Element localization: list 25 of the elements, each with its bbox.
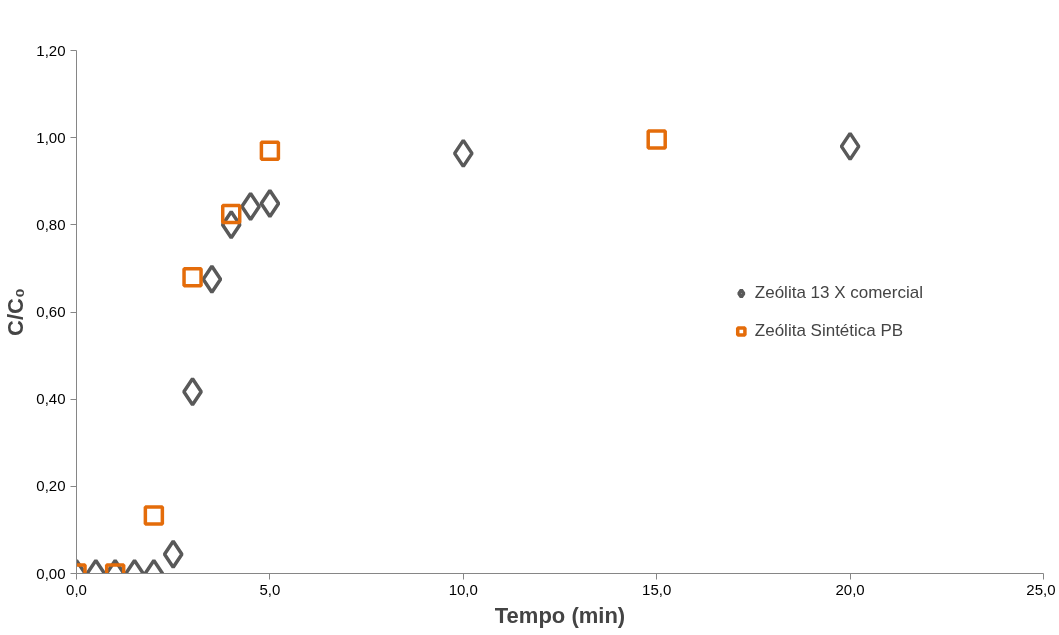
y-tick-label: 1,00 xyxy=(36,128,66,146)
y-tick-label: 0,20 xyxy=(36,477,66,495)
y-tick-label: 0,60 xyxy=(36,303,66,320)
y-tick-label: 0,40 xyxy=(36,390,66,408)
point xyxy=(646,129,667,150)
y-tick-label: 1,20 xyxy=(36,41,66,59)
point xyxy=(259,140,281,161)
y-tick-label: 0,00 xyxy=(36,564,66,582)
point xyxy=(259,188,281,219)
x-tick-label: 15,0 xyxy=(642,580,672,598)
y-axis-title: C/C₀ xyxy=(3,288,29,336)
x-tick-label: 20,0 xyxy=(835,580,865,598)
x-tick-label: 5,0 xyxy=(259,580,281,598)
x-tick-label: 10,0 xyxy=(448,580,478,598)
point xyxy=(839,131,861,162)
legend-label: Zeólita Sintética PB xyxy=(754,320,904,341)
point xyxy=(182,266,203,288)
point xyxy=(201,264,223,295)
point xyxy=(220,203,242,225)
x-axis-title: Tempo (min) xyxy=(494,602,626,628)
legend-label: Zeólita 13 X comercial xyxy=(754,282,923,303)
point xyxy=(452,138,474,169)
y-tick-label: 0,80 xyxy=(36,215,66,233)
x-tick-label: 25,0 xyxy=(1026,580,1056,598)
x-tick-label: 0,0 xyxy=(66,580,87,598)
